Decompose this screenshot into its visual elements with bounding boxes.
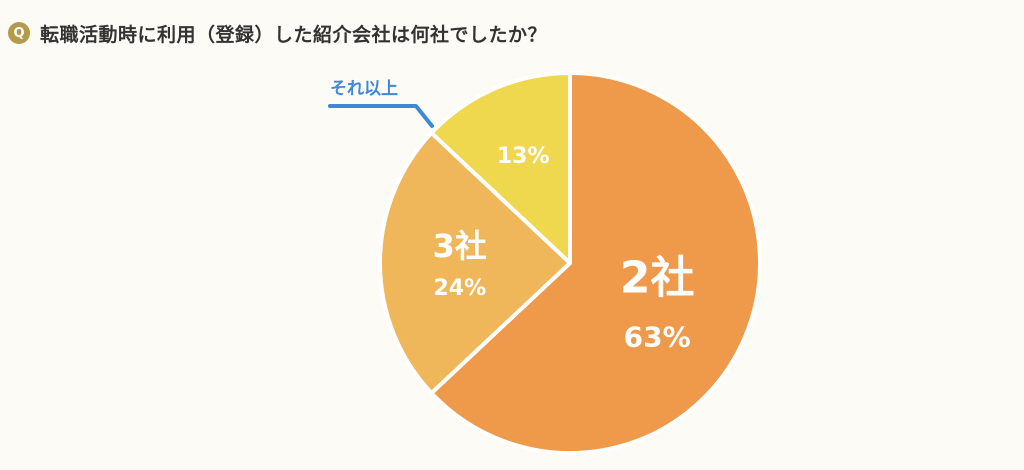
- slice-percent-label: 63%: [624, 321, 691, 354]
- question-title: 転職活動時に利用（登録）した紹介会社は何社でしたか？: [40, 23, 548, 46]
- slice-category-label: 2社: [620, 253, 695, 304]
- pie-slice-1: [429, 71, 762, 455]
- question-badge: Q: [8, 22, 30, 44]
- slice-category-label: 3社: [433, 227, 487, 265]
- slice-percent-label: 13%: [497, 144, 550, 169]
- pie-slice-3: [429, 71, 572, 265]
- question-header: Q 転職活動時に利用（登録）した紹介会社は何社でしたか？: [8, 18, 547, 48]
- pie-slice-2: [378, 130, 572, 396]
- slice-percent-label: 24%: [433, 276, 486, 301]
- slice-category-label: それ以上: [330, 79, 398, 99]
- callout-line: [328, 104, 434, 128]
